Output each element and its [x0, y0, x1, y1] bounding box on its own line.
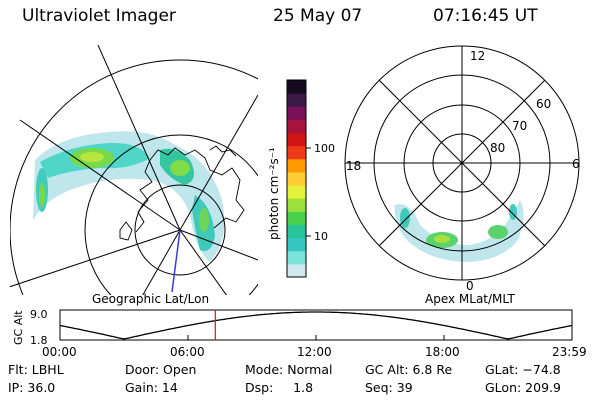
- mlt-label-6: 6: [572, 157, 580, 171]
- mlt-label-12: 12: [470, 49, 485, 63]
- altitude-xtick-0: 00:00: [42, 345, 77, 359]
- colorbar-segment: [287, 158, 306, 173]
- status-glon: GLon: 209.9: [485, 380, 561, 395]
- altitude-ytick-min: 1.8: [30, 334, 48, 347]
- colorbar-segment: [287, 237, 306, 252]
- colorbar: [286, 79, 307, 278]
- status-glat: GLat: −74.8: [485, 362, 561, 377]
- colorbar-segment: [287, 93, 306, 107]
- magnetic-panel-label: Apex MLat/MLT: [425, 292, 515, 306]
- geographic-map: [10, 45, 258, 295]
- lat-label-60: 60: [536, 97, 551, 111]
- status-ip: IP: 36.0: [8, 380, 56, 395]
- colorbar-segment: [287, 263, 306, 278]
- status-mode: Mode: Normal: [245, 362, 333, 377]
- colorbar-frame: [286, 79, 307, 278]
- colorbar-segment: [287, 224, 306, 239]
- altitude-curve: [59, 311, 573, 340]
- altitude-xtick-1: 06:00: [170, 345, 205, 359]
- geographic-panel-label: Geographic Lat/Lon: [92, 292, 209, 306]
- colorbar-segment: [287, 119, 306, 134]
- status-gain: Gain: 14: [125, 380, 178, 395]
- time-label: 07:16:45 UT: [433, 6, 538, 26]
- colorbar-segment: [287, 211, 306, 225]
- altitude-xtick-2: 12:00: [297, 345, 332, 359]
- lat-label-70: 70: [512, 119, 527, 133]
- colorbar-segment: [287, 145, 306, 160]
- mlt-label-0: 0: [466, 279, 474, 293]
- colorbar-segment: [287, 171, 306, 186]
- status-door: Door: Open: [125, 362, 197, 377]
- magnetic-polar-plot: [344, 45, 580, 281]
- colorbar-tick-100: 100: [314, 142, 335, 155]
- status-gc-alt: GC Alt: 6.8 Re: [365, 362, 453, 377]
- date-label: 25 May 07: [273, 6, 363, 26]
- status-seq: Seq: 39: [365, 380, 413, 395]
- altitude-plot: [59, 309, 573, 341]
- status-filter: Flt: LBHL: [8, 362, 64, 377]
- instrument-title: Ultraviolet Imager: [22, 6, 176, 26]
- spacecraft-meridian: [171, 229, 181, 293]
- status-dsp: Dsp: 1.8: [245, 380, 314, 395]
- colorbar-segment: [287, 250, 306, 265]
- colorbar-segment: [287, 80, 306, 94]
- altitude-ytick-max: 9.0: [30, 308, 48, 321]
- altitude-xtick-3: 18:00: [425, 345, 460, 359]
- mlt-label-18: 18: [346, 159, 361, 173]
- colorbar-tick-10: 10: [314, 230, 328, 243]
- colorbar-segment: [287, 132, 306, 147]
- altitude-xtick-4: 23:59: [552, 345, 587, 359]
- altitude-x-ticks: [59, 335, 573, 340]
- colorbar-segment: [287, 106, 306, 120]
- colorbar-segment: [287, 198, 306, 212]
- lat-label-80: 80: [490, 141, 505, 155]
- aurora-emission-geographic: [33, 131, 225, 262]
- colorbar-ticks: [306, 147, 311, 237]
- coastline: [119, 145, 245, 241]
- aurora-emission-magnetic: [394, 200, 524, 262]
- colorbar-segment: [287, 185, 306, 199]
- altitude-ylabel: GC Alt: [12, 310, 25, 345]
- colorbar-label: photon cm⁻²s⁻¹: [267, 147, 281, 240]
- geographic-graticule: [10, 45, 258, 295]
